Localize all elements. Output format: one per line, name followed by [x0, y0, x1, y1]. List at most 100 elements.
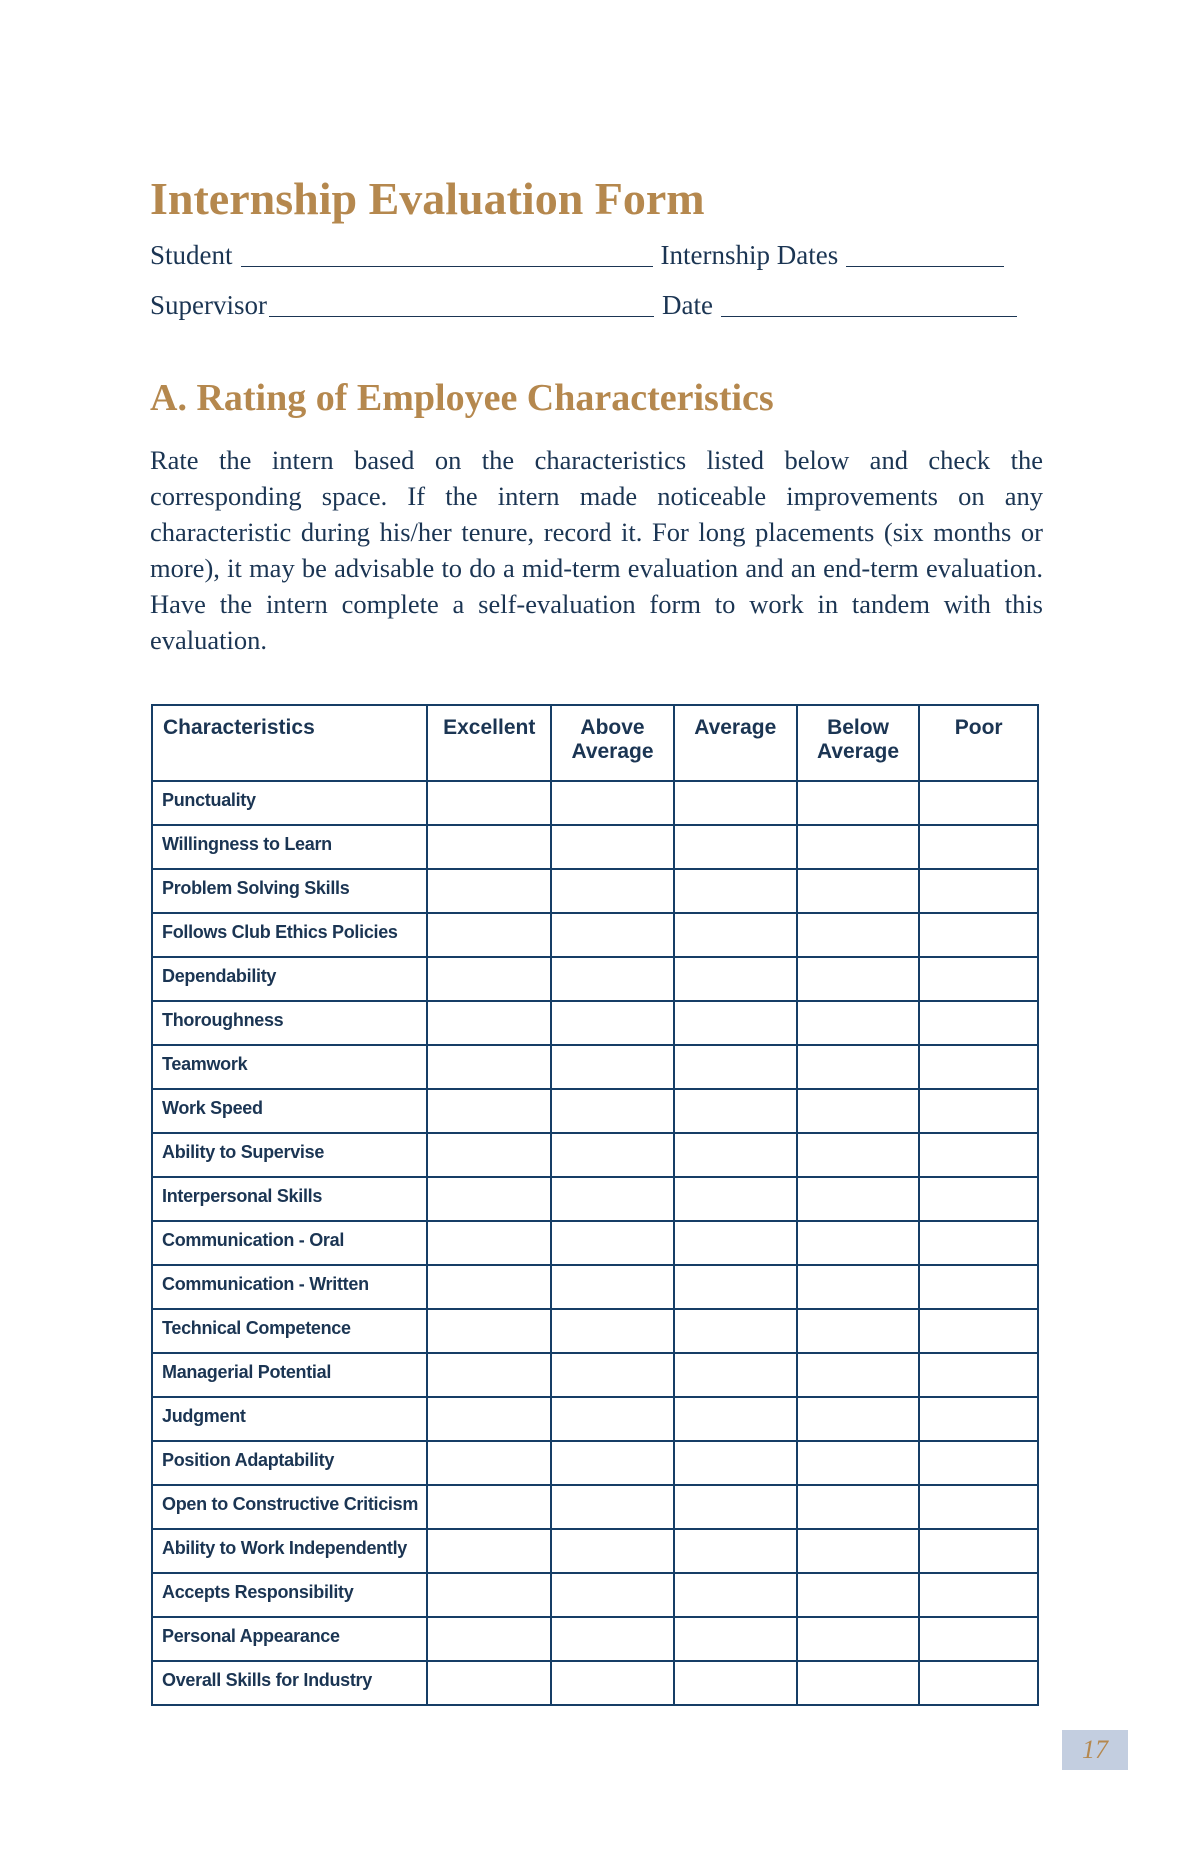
rating-cell[interactable]: [918, 1352, 1039, 1398]
rating-cell[interactable]: [550, 1572, 675, 1618]
rating-cell[interactable]: [918, 1308, 1039, 1354]
rating-cell[interactable]: [426, 1660, 553, 1706]
rating-cell[interactable]: [918, 1660, 1039, 1706]
rating-cell[interactable]: [426, 1572, 553, 1618]
rating-cell[interactable]: [672, 1000, 798, 1046]
rating-cell[interactable]: [795, 1616, 921, 1662]
rating-cell[interactable]: [918, 824, 1039, 870]
rating-cell[interactable]: [918, 956, 1039, 1002]
rating-cell[interactable]: [795, 1440, 921, 1486]
rating-cell[interactable]: [672, 1660, 798, 1706]
rating-cell[interactable]: [550, 1220, 675, 1266]
rating-cell[interactable]: [918, 1264, 1039, 1310]
rating-cell[interactable]: [426, 1000, 553, 1046]
supervisor-field[interactable]: [269, 294, 654, 317]
rating-cell[interactable]: [426, 1088, 553, 1134]
rating-cell[interactable]: [550, 1044, 675, 1090]
rating-cell[interactable]: [795, 1484, 921, 1530]
student-field[interactable]: [240, 244, 653, 267]
rating-cell[interactable]: [795, 1308, 921, 1354]
rating-cell[interactable]: [550, 1528, 675, 1574]
rating-cell[interactable]: [672, 824, 798, 870]
rating-cell[interactable]: [426, 1528, 553, 1574]
rating-cell[interactable]: [672, 780, 798, 826]
rating-cell[interactable]: [550, 1176, 675, 1222]
rating-cell[interactable]: [918, 1132, 1039, 1178]
rating-cell[interactable]: [672, 1484, 798, 1530]
date-field[interactable]: [720, 294, 1017, 317]
rating-cell[interactable]: [426, 1132, 553, 1178]
rating-cell[interactable]: [426, 780, 553, 826]
rating-cell[interactable]: [672, 1616, 798, 1662]
rating-cell[interactable]: [426, 1176, 553, 1222]
rating-cell[interactable]: [550, 1484, 675, 1530]
rating-cell[interactable]: [426, 1616, 553, 1662]
rating-cell[interactable]: [426, 824, 553, 870]
rating-cell[interactable]: [918, 1572, 1039, 1618]
rating-cell[interactable]: [918, 1440, 1039, 1486]
rating-cell[interactable]: [672, 1308, 798, 1354]
rating-cell[interactable]: [426, 912, 553, 958]
rating-cell[interactable]: [550, 868, 675, 914]
rating-cell[interactable]: [795, 1572, 921, 1618]
rating-cell[interactable]: [795, 1132, 921, 1178]
rating-cell[interactable]: [918, 1176, 1039, 1222]
rating-cell[interactable]: [550, 1396, 675, 1442]
rating-cell[interactable]: [550, 956, 675, 1002]
rating-cell[interactable]: [918, 912, 1039, 958]
rating-cell[interactable]: [550, 1440, 675, 1486]
rating-cell[interactable]: [795, 1660, 921, 1706]
rating-cell[interactable]: [795, 1264, 921, 1310]
rating-cell[interactable]: [795, 1088, 921, 1134]
rating-cell[interactable]: [918, 1528, 1039, 1574]
rating-cell[interactable]: [795, 912, 921, 958]
rating-cell[interactable]: [795, 1044, 921, 1090]
rating-cell[interactable]: [426, 1352, 553, 1398]
rating-cell[interactable]: [795, 1000, 921, 1046]
rating-cell[interactable]: [550, 824, 675, 870]
rating-cell[interactable]: [672, 912, 798, 958]
rating-cell[interactable]: [550, 1088, 675, 1134]
rating-cell[interactable]: [550, 1000, 675, 1046]
rating-cell[interactable]: [550, 1616, 675, 1662]
rating-cell[interactable]: [918, 1000, 1039, 1046]
rating-cell[interactable]: [426, 1264, 553, 1310]
rating-cell[interactable]: [918, 1484, 1039, 1530]
rating-cell[interactable]: [918, 1220, 1039, 1266]
rating-cell[interactable]: [672, 1088, 798, 1134]
rating-cell[interactable]: [795, 868, 921, 914]
rating-cell[interactable]: [795, 1396, 921, 1442]
rating-cell[interactable]: [550, 1352, 675, 1398]
rating-cell[interactable]: [672, 1528, 798, 1574]
rating-cell[interactable]: [426, 1440, 553, 1486]
rating-cell[interactable]: [672, 1176, 798, 1222]
rating-cell[interactable]: [795, 1352, 921, 1398]
rating-cell[interactable]: [795, 1528, 921, 1574]
rating-cell[interactable]: [550, 1132, 675, 1178]
rating-cell[interactable]: [672, 1572, 798, 1618]
rating-cell[interactable]: [672, 1352, 798, 1398]
rating-cell[interactable]: [426, 1220, 553, 1266]
rating-cell[interactable]: [672, 1264, 798, 1310]
rating-cell[interactable]: [672, 956, 798, 1002]
rating-cell[interactable]: [672, 1396, 798, 1442]
rating-cell[interactable]: [918, 780, 1039, 826]
rating-cell[interactable]: [550, 1660, 675, 1706]
rating-cell[interactable]: [672, 868, 798, 914]
rating-cell[interactable]: [550, 912, 675, 958]
rating-cell[interactable]: [795, 824, 921, 870]
rating-cell[interactable]: [426, 1044, 553, 1090]
rating-cell[interactable]: [550, 780, 675, 826]
rating-cell[interactable]: [795, 956, 921, 1002]
rating-cell[interactable]: [426, 868, 553, 914]
rating-cell[interactable]: [426, 1308, 553, 1354]
rating-cell[interactable]: [795, 1176, 921, 1222]
rating-cell[interactable]: [918, 1044, 1039, 1090]
rating-cell[interactable]: [795, 1220, 921, 1266]
rating-cell[interactable]: [918, 1616, 1039, 1662]
rating-cell[interactable]: [672, 1440, 798, 1486]
rating-cell[interactable]: [672, 1044, 798, 1090]
rating-cell[interactable]: [550, 1308, 675, 1354]
rating-cell[interactable]: [550, 1264, 675, 1310]
rating-cell[interactable]: [918, 868, 1039, 914]
